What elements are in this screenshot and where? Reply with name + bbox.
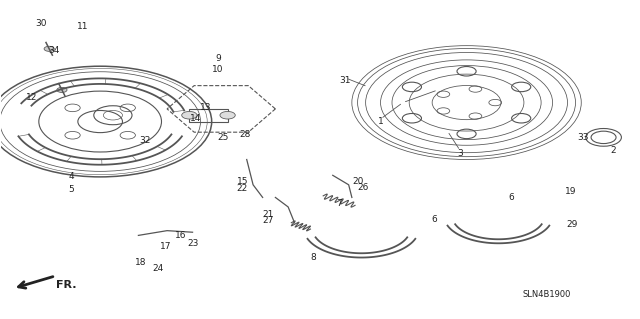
Circle shape: [220, 111, 236, 119]
Text: 4: 4: [68, 172, 74, 182]
Text: 24: 24: [152, 264, 164, 273]
Text: 29: 29: [566, 220, 577, 229]
Circle shape: [44, 46, 54, 51]
Text: 34: 34: [48, 46, 60, 55]
Text: 3: 3: [458, 149, 463, 158]
Circle shape: [57, 87, 67, 93]
Text: 6: 6: [432, 215, 438, 224]
Text: 7: 7: [336, 199, 342, 208]
Text: 12: 12: [26, 93, 38, 102]
Bar: [189, 109, 228, 122]
Text: 23: 23: [187, 239, 198, 248]
Text: 19: 19: [564, 187, 576, 196]
Text: 8: 8: [311, 253, 317, 262]
Text: 20: 20: [353, 177, 364, 186]
Text: FR.: FR.: [56, 280, 76, 290]
Text: 17: 17: [160, 242, 172, 251]
Text: 27: 27: [262, 216, 273, 225]
Text: 1: 1: [378, 117, 383, 126]
Text: 18: 18: [134, 258, 146, 267]
Text: 14: 14: [190, 114, 202, 123]
Text: 22: 22: [237, 184, 248, 193]
Text: 10: 10: [212, 65, 224, 74]
Text: 9: 9: [215, 54, 221, 63]
Text: 30: 30: [35, 19, 47, 28]
Text: 6: 6: [508, 193, 514, 202]
Text: 25: 25: [218, 133, 229, 142]
Text: 2: 2: [611, 145, 616, 154]
Text: 28: 28: [239, 130, 250, 139]
Text: 21: 21: [262, 210, 273, 219]
Text: 31: 31: [340, 76, 351, 85]
Circle shape: [182, 111, 197, 119]
Text: 13: 13: [200, 103, 211, 112]
Text: 32: 32: [139, 136, 150, 145]
Text: 26: 26: [358, 183, 369, 192]
Text: 16: 16: [175, 231, 187, 240]
Text: 11: 11: [77, 22, 89, 31]
Text: 5: 5: [68, 185, 74, 194]
Text: 15: 15: [237, 177, 248, 186]
Text: SLN4B1900: SLN4B1900: [522, 290, 570, 299]
Text: 33: 33: [577, 133, 588, 142]
